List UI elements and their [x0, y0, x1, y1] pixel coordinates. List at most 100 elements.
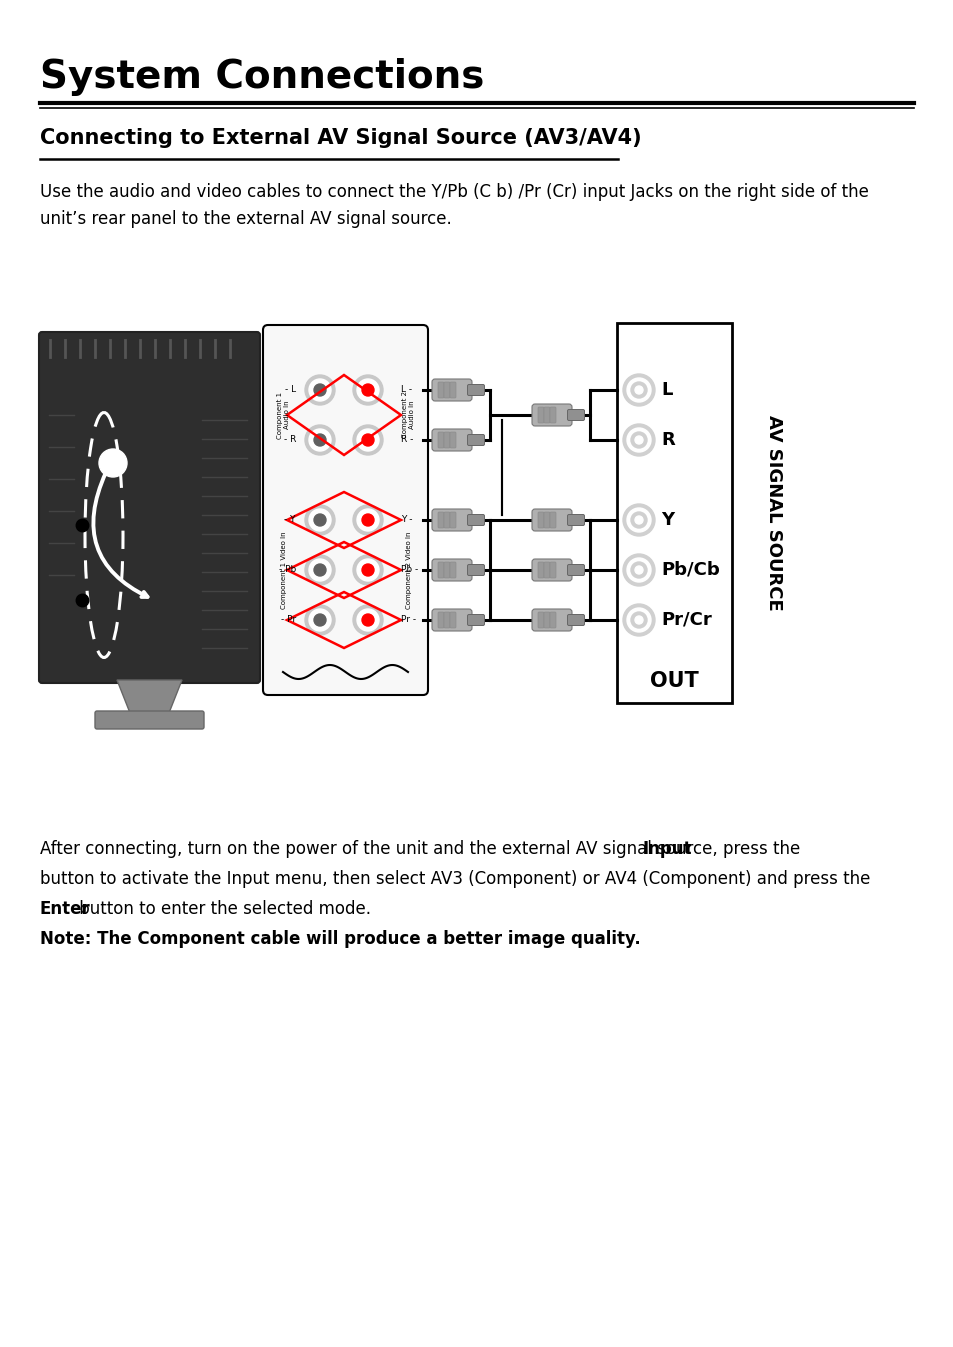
Circle shape	[630, 383, 646, 397]
FancyBboxPatch shape	[537, 612, 543, 628]
Text: unit’s rear panel to the external AV signal source.: unit’s rear panel to the external AV sig…	[40, 210, 452, 228]
Circle shape	[353, 555, 382, 585]
Circle shape	[635, 436, 642, 445]
FancyBboxPatch shape	[550, 512, 556, 528]
FancyBboxPatch shape	[450, 512, 456, 528]
FancyBboxPatch shape	[437, 432, 443, 449]
Circle shape	[626, 558, 650, 582]
Text: button to activate the Input menu, then select AV3 (Component) or AV4 (Component: button to activate the Input menu, then …	[40, 870, 869, 888]
FancyBboxPatch shape	[532, 609, 572, 630]
FancyBboxPatch shape	[543, 562, 550, 578]
Text: Y -: Y -	[400, 516, 412, 524]
Circle shape	[635, 566, 642, 574]
Text: - Pb: - Pb	[278, 566, 295, 575]
Circle shape	[353, 426, 382, 455]
Circle shape	[314, 384, 326, 396]
FancyBboxPatch shape	[450, 383, 456, 397]
Text: Pb -: Pb -	[400, 566, 417, 575]
Text: AV SIGNAL SOURCE: AV SIGNAL SOURCE	[764, 415, 782, 612]
Text: Enter: Enter	[40, 900, 91, 919]
FancyBboxPatch shape	[437, 612, 443, 628]
FancyBboxPatch shape	[537, 407, 543, 423]
Text: - Y: - Y	[284, 516, 295, 524]
FancyBboxPatch shape	[443, 383, 450, 397]
Circle shape	[305, 426, 335, 455]
Circle shape	[635, 387, 642, 395]
Text: button to enter the selected mode.: button to enter the selected mode.	[74, 900, 371, 919]
Text: L: L	[660, 381, 672, 399]
FancyBboxPatch shape	[443, 562, 450, 578]
Circle shape	[353, 505, 382, 535]
Circle shape	[361, 515, 374, 525]
Circle shape	[622, 603, 655, 636]
FancyBboxPatch shape	[432, 609, 472, 630]
Circle shape	[309, 509, 331, 531]
Text: R -: R -	[400, 435, 413, 445]
Text: Component 1 Video In: Component 1 Video In	[281, 531, 287, 609]
Circle shape	[309, 559, 331, 581]
FancyBboxPatch shape	[95, 711, 204, 729]
Circle shape	[635, 516, 642, 524]
Circle shape	[635, 616, 642, 624]
Circle shape	[309, 609, 331, 630]
Circle shape	[314, 614, 326, 626]
FancyBboxPatch shape	[532, 404, 572, 426]
Circle shape	[630, 612, 646, 628]
FancyBboxPatch shape	[567, 614, 584, 625]
Circle shape	[309, 379, 331, 401]
Text: - Pr: - Pr	[280, 616, 295, 625]
Text: Pb/Cb: Pb/Cb	[660, 560, 719, 579]
FancyBboxPatch shape	[450, 612, 456, 628]
Circle shape	[356, 428, 378, 451]
Text: OUT: OUT	[649, 671, 699, 691]
FancyBboxPatch shape	[443, 432, 450, 449]
FancyBboxPatch shape	[532, 559, 572, 581]
Circle shape	[309, 428, 331, 451]
Circle shape	[305, 605, 335, 634]
FancyBboxPatch shape	[432, 379, 472, 401]
Circle shape	[314, 515, 326, 525]
FancyBboxPatch shape	[437, 562, 443, 578]
Circle shape	[361, 434, 374, 446]
Circle shape	[356, 559, 378, 581]
Circle shape	[630, 512, 646, 528]
Circle shape	[314, 564, 326, 577]
Circle shape	[305, 374, 335, 405]
Circle shape	[626, 428, 650, 453]
FancyBboxPatch shape	[617, 323, 731, 703]
FancyBboxPatch shape	[467, 435, 484, 446]
Circle shape	[356, 609, 378, 630]
FancyBboxPatch shape	[443, 612, 450, 628]
Text: System Connections: System Connections	[40, 58, 484, 96]
Text: - L: - L	[285, 385, 295, 395]
FancyBboxPatch shape	[567, 409, 584, 420]
FancyBboxPatch shape	[537, 562, 543, 578]
Text: Component 1
Audio In: Component 1 Audio In	[277, 392, 291, 439]
Text: R: R	[660, 431, 674, 449]
FancyBboxPatch shape	[550, 407, 556, 423]
Text: Y: Y	[660, 511, 674, 529]
FancyBboxPatch shape	[437, 383, 443, 397]
FancyBboxPatch shape	[432, 559, 472, 581]
Circle shape	[622, 424, 655, 457]
FancyBboxPatch shape	[467, 515, 484, 525]
Text: Component 2 Video In: Component 2 Video In	[406, 531, 412, 609]
FancyBboxPatch shape	[443, 512, 450, 528]
FancyBboxPatch shape	[537, 512, 543, 528]
Circle shape	[630, 562, 646, 578]
Text: L -: L -	[400, 385, 412, 395]
FancyBboxPatch shape	[263, 325, 428, 695]
FancyBboxPatch shape	[532, 509, 572, 531]
Text: Input: Input	[642, 841, 692, 858]
Circle shape	[305, 505, 335, 535]
FancyBboxPatch shape	[450, 562, 456, 578]
Circle shape	[356, 379, 378, 401]
Text: After connecting, turn on the power of the unit and the external AV signal sourc: After connecting, turn on the power of t…	[40, 841, 804, 858]
FancyBboxPatch shape	[437, 512, 443, 528]
FancyBboxPatch shape	[543, 512, 550, 528]
Text: - R: - R	[283, 435, 295, 445]
FancyBboxPatch shape	[432, 428, 472, 451]
FancyBboxPatch shape	[432, 509, 472, 531]
Circle shape	[361, 384, 374, 396]
Circle shape	[626, 508, 650, 532]
